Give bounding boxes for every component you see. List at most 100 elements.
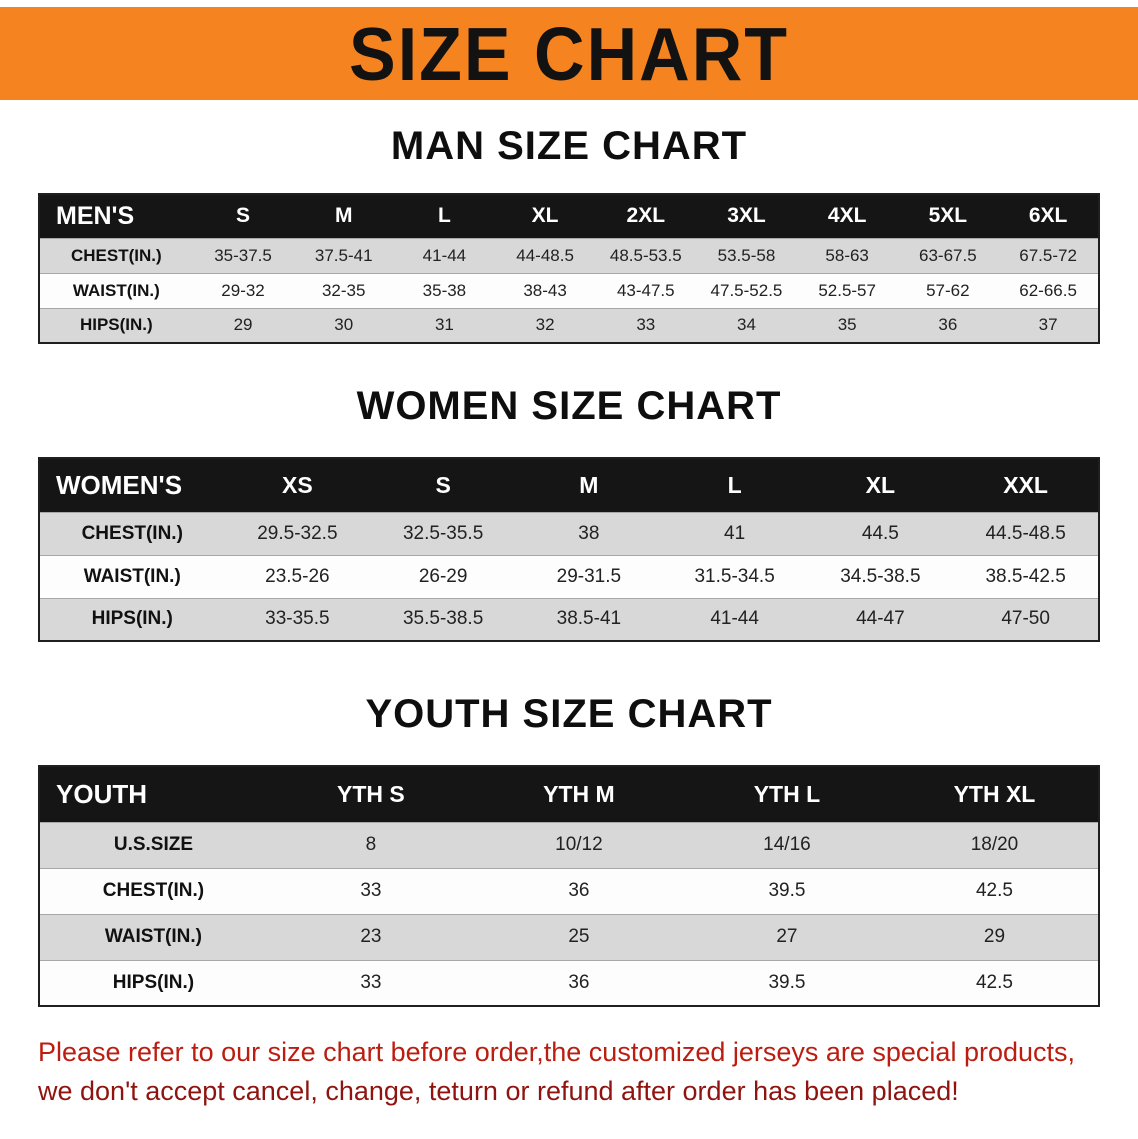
size-header-cell: XS (224, 458, 371, 512)
measurement-label-cell: CHEST(IN.) (81, 522, 183, 544)
value-cell: 31.5-34.5 (694, 565, 775, 587)
size-header-cell: YTH S (266, 766, 475, 822)
table-header-row: YOUTH YTH S YTH M YTH L YTH XL (39, 766, 1099, 822)
value-cell: 38.5-41 (556, 608, 622, 630)
measurement-label-cell: WAIST(IN.) (83, 565, 181, 587)
size-header-cell: 4XL (796, 194, 898, 238)
table-row: WAIST(IN.) 29-32 32-35 35-38 38-43 43-47.5 47.… (39, 273, 1099, 308)
value-cell: 32 (535, 315, 555, 335)
size-header-cell: M (293, 194, 395, 238)
value-cell: 33 (360, 880, 382, 901)
value-cell: 29-31.5 (556, 565, 622, 587)
size-header-cell: XL (494, 194, 596, 238)
measurement-label-cell: CHEST(IN.) (102, 880, 205, 901)
size-header-cell: YTH L (682, 766, 891, 822)
table-row: CHEST(IN.) 33 36 39.5 42.5 (39, 868, 1099, 914)
value-cell: 29 (983, 926, 1006, 947)
value-cell: 33 (636, 315, 656, 335)
value-cell: 18/20 (970, 834, 1019, 855)
size-header-cell: S (370, 458, 516, 512)
value-cell: 42.5 (975, 971, 1013, 993)
table-row: U.S.SIZE 8 10/12 14/16 18/20 (39, 822, 1099, 868)
value-cell: 32-35 (321, 280, 366, 300)
table-title-cell: WOMEN'S (39, 458, 225, 512)
value-cell: 25 (568, 926, 590, 947)
size-header-cell: 3XL (696, 194, 797, 238)
value-cell: 27 (776, 926, 798, 947)
size-header-cell: 5XL (897, 194, 999, 238)
value-cell: 57-62 (926, 280, 970, 300)
size-chart-banner: SIZE CHART (0, 7, 1138, 100)
value-cell: 8 (365, 834, 377, 855)
measurement-label-cell: WAIST(IN.) (104, 926, 202, 947)
value-cell: 34 (737, 315, 756, 335)
value-cell: 47-50 (1001, 608, 1050, 630)
table-header-row: MEN'S S M L XL 2XL 3XL 4XL 5XL 6XL (39, 194, 1099, 238)
size-header-cell: YTH M (474, 766, 683, 822)
table-row: CHEST(IN.) 29.5-32.5 32.5-35.5 38 41 44.5 44.5… (39, 512, 1099, 555)
size-header-cell: M (516, 458, 662, 512)
value-cell: 35 (837, 315, 857, 335)
value-cell: 38-43 (523, 280, 567, 300)
table-row: HIPS(IN.) 33-35.5 35.5-38.5 38.5-41 41-44 44-… (39, 598, 1099, 641)
measurement-label-cell: CHEST(IN.) (71, 245, 162, 265)
disclaimer-line-2: we don't accept cancel, change, teturn o… (38, 1076, 959, 1107)
value-cell: 35-38 (422, 280, 467, 300)
value-cell: 29-32 (221, 280, 265, 300)
value-cell: 43-47.5 (616, 280, 675, 300)
value-cell: 41-44 (710, 608, 759, 630)
value-cell: 29 (233, 315, 253, 335)
women-section-heading: WOMEN SIZE CHART (356, 384, 782, 428)
size-header-cell: L (394, 194, 495, 238)
value-cell: 53.5-58 (717, 245, 776, 265)
value-cell: 41-44 (422, 245, 467, 265)
size-header-cell: L (661, 458, 808, 512)
women-size-table: WOMEN'S XS S M L XL XXL CHEST(IN.) 29.5-32.5 32.5… (38, 457, 1100, 642)
table-header-row: WOMEN'S XS S M L XL XXL (39, 458, 1099, 512)
value-cell: 37 (1038, 315, 1058, 335)
value-cell: 38 (578, 522, 600, 544)
value-cell: 23 (360, 926, 382, 947)
value-cell: 10/12 (555, 834, 603, 855)
value-cell: 42.5 (975, 880, 1013, 901)
value-cell: 44.5-48.5 (985, 522, 1066, 544)
measurement-label-cell: WAIST(IN.) (72, 280, 160, 300)
value-cell: 36 (938, 315, 958, 335)
value-cell: 29.5-32.5 (257, 522, 338, 544)
value-cell: 37.5-41 (314, 245, 373, 265)
value-cell: 62-66.5 (1019, 280, 1077, 300)
value-cell: 47.5-52.5 (710, 280, 783, 300)
value-cell: 34.5-38.5 (840, 565, 921, 587)
table-row: HIPS(IN.) 29 30 31 32 33 34 35 36 37 (39, 308, 1099, 343)
value-cell: 44.5 (861, 522, 899, 544)
table-row: WAIST(IN.) 23 25 27 29 (39, 914, 1099, 960)
table-row: CHEST(IN.) 35-37.5 37.5-41 41-44 44-48.5 48.5… (39, 238, 1099, 273)
value-cell: 30 (334, 315, 354, 335)
table-title-cell: YOUTH (39, 766, 267, 822)
value-cell: 58-63 (825, 245, 869, 265)
value-cell: 26-29 (418, 565, 468, 587)
value-cell: 44-47 (856, 608, 905, 630)
value-cell: 38.5-42.5 (985, 565, 1066, 587)
disclaimer-line-1: Please refer to our size chart before or… (38, 1037, 1076, 1067)
value-cell: 41 (724, 522, 746, 544)
value-cell: 39.5 (768, 971, 806, 993)
value-cell: 31 (434, 315, 454, 335)
page-title: SIZE CHART (349, 11, 789, 96)
youth-section-heading: YOUTH SIZE CHART (365, 692, 773, 736)
value-cell: 35-37.5 (214, 245, 272, 265)
size-header-cell: XXL (953, 458, 1099, 512)
value-cell: 33 (360, 971, 382, 993)
size-header-cell: YTH XL (890, 766, 1099, 822)
value-cell: 39.5 (768, 880, 806, 901)
men-size-table: MEN'S S M L XL 2XL 3XL 4XL 5XL 6XL CHEST(IN.) 35-37… (38, 193, 1100, 344)
value-cell: 33-35.5 (265, 608, 330, 630)
value-cell: 32.5-35.5 (402, 522, 484, 544)
measurement-label-cell: U.S.SIZE (113, 834, 194, 855)
value-cell: 52.5-57 (818, 280, 876, 300)
size-header-cell: 6XL (998, 194, 1099, 238)
measurement-label-cell: HIPS(IN.) (112, 971, 195, 993)
youth-size-table: YOUTH YTH S YTH M YTH L YTH XL U.S.SIZE 8 10/12… (38, 765, 1100, 1007)
value-cell: 63-67.5 (919, 245, 977, 265)
size-header-cell: XL (807, 458, 954, 512)
